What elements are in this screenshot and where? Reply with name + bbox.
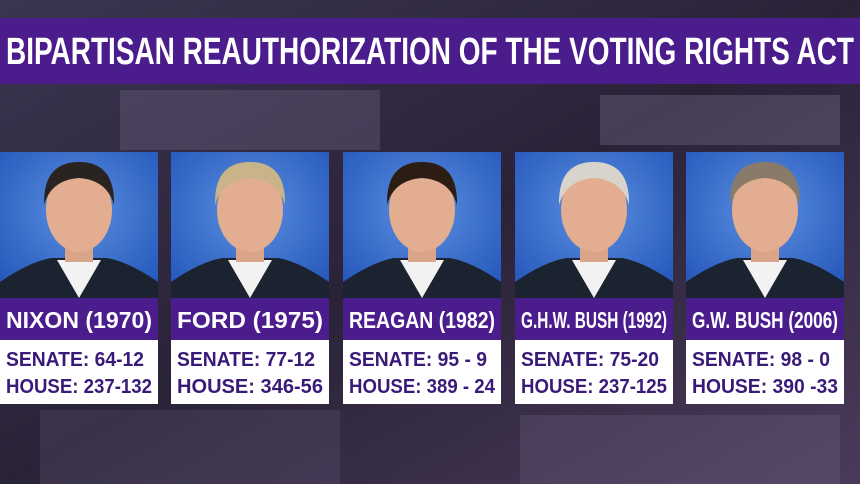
background-decor bbox=[40, 90, 840, 484]
president-name: FORD (1975) bbox=[177, 307, 323, 333]
house-vote: HOUSE: 390 -33 bbox=[692, 376, 838, 398]
card: REAGAN (1982) SENATE: 95 - 9 HOUSE: 389 - … bbox=[343, 152, 501, 404]
vote-panel bbox=[343, 340, 501, 404]
portrait-hair bbox=[386, 162, 458, 205]
portrait-face bbox=[389, 168, 455, 252]
portrait-shirt bbox=[57, 260, 101, 298]
card: NIXON (1970) SENATE: 64-12 HOUSE: 237-132 bbox=[0, 152, 158, 404]
name-bar bbox=[343, 298, 501, 340]
name-bar bbox=[686, 298, 844, 340]
senate-vote: SENATE: 75-20 bbox=[521, 349, 659, 371]
portrait-face bbox=[561, 168, 627, 252]
senate-vote: SENATE: 77-12 bbox=[177, 349, 315, 371]
president-name: G.H.W. BUSH (1992) bbox=[521, 307, 667, 333]
portrait-hair bbox=[729, 162, 801, 205]
portrait-hair bbox=[558, 162, 630, 205]
title-bar bbox=[0, 18, 860, 84]
card: G.H.W. BUSH (1992) SENATE: 75-20 HOUSE: 23… bbox=[515, 152, 673, 404]
vote-panel bbox=[686, 340, 844, 404]
senate-vote: SENATE: 98 - 0 bbox=[692, 349, 830, 371]
vote-panel bbox=[0, 340, 158, 404]
portrait-face bbox=[732, 168, 798, 252]
portrait-shirt bbox=[743, 260, 787, 298]
vote-panel bbox=[171, 340, 329, 404]
name-bar bbox=[0, 298, 158, 340]
cards: NIXON (1970) SENATE: 64-12 HOUSE: 237-132 F… bbox=[0, 152, 844, 404]
house-vote: HOUSE: 237-125 bbox=[521, 376, 667, 398]
president-name: NIXON (1970) bbox=[6, 307, 152, 333]
president-name: G.W. BUSH (2006) bbox=[692, 307, 838, 333]
portrait-shirt bbox=[400, 260, 444, 298]
portrait-shirt bbox=[228, 260, 272, 298]
card: G.W. BUSH (2006) SENATE: 98 - 0 HOUSE: 390… bbox=[686, 152, 844, 404]
name-bar bbox=[515, 298, 673, 340]
portrait-shirt bbox=[572, 260, 616, 298]
portrait-hair bbox=[43, 162, 115, 205]
house-vote: HOUSE: 346-56 bbox=[177, 376, 323, 398]
portrait-face bbox=[46, 168, 112, 252]
vote-panel bbox=[515, 340, 673, 404]
portrait-hair bbox=[214, 162, 286, 205]
house-vote: HOUSE: 237-132 bbox=[6, 376, 152, 398]
name-bar bbox=[171, 298, 329, 340]
title: BIPARTISAN REAUTHORIZATION OF THE VOTING… bbox=[6, 31, 854, 73]
senate-vote: SENATE: 64-12 bbox=[6, 349, 144, 371]
senate-vote: SENATE: 95 - 9 bbox=[349, 349, 487, 371]
president-name: REAGAN (1982) bbox=[349, 307, 495, 333]
card: FORD (1975) SENATE: 77-12 HOUSE: 346-56 bbox=[171, 152, 329, 404]
portrait-face bbox=[217, 168, 283, 252]
house-vote: HOUSE: 389 - 24 bbox=[349, 376, 496, 398]
